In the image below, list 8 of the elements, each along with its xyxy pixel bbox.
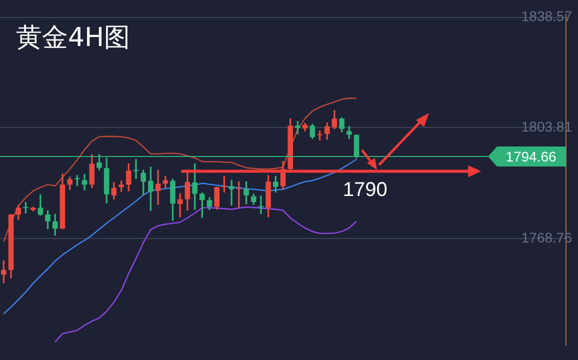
y-tick-label: 1838.57: [521, 8, 572, 24]
candlestick: [258, 196, 264, 214]
legend-label: 1790: [342, 178, 388, 201]
candlestick: [228, 180, 234, 206]
ref-line-label: 1794.66: [506, 148, 557, 164]
candlestick: [133, 158, 139, 179]
candlestick: [155, 170, 161, 205]
chart-title: 黄金4H图: [16, 22, 130, 55]
